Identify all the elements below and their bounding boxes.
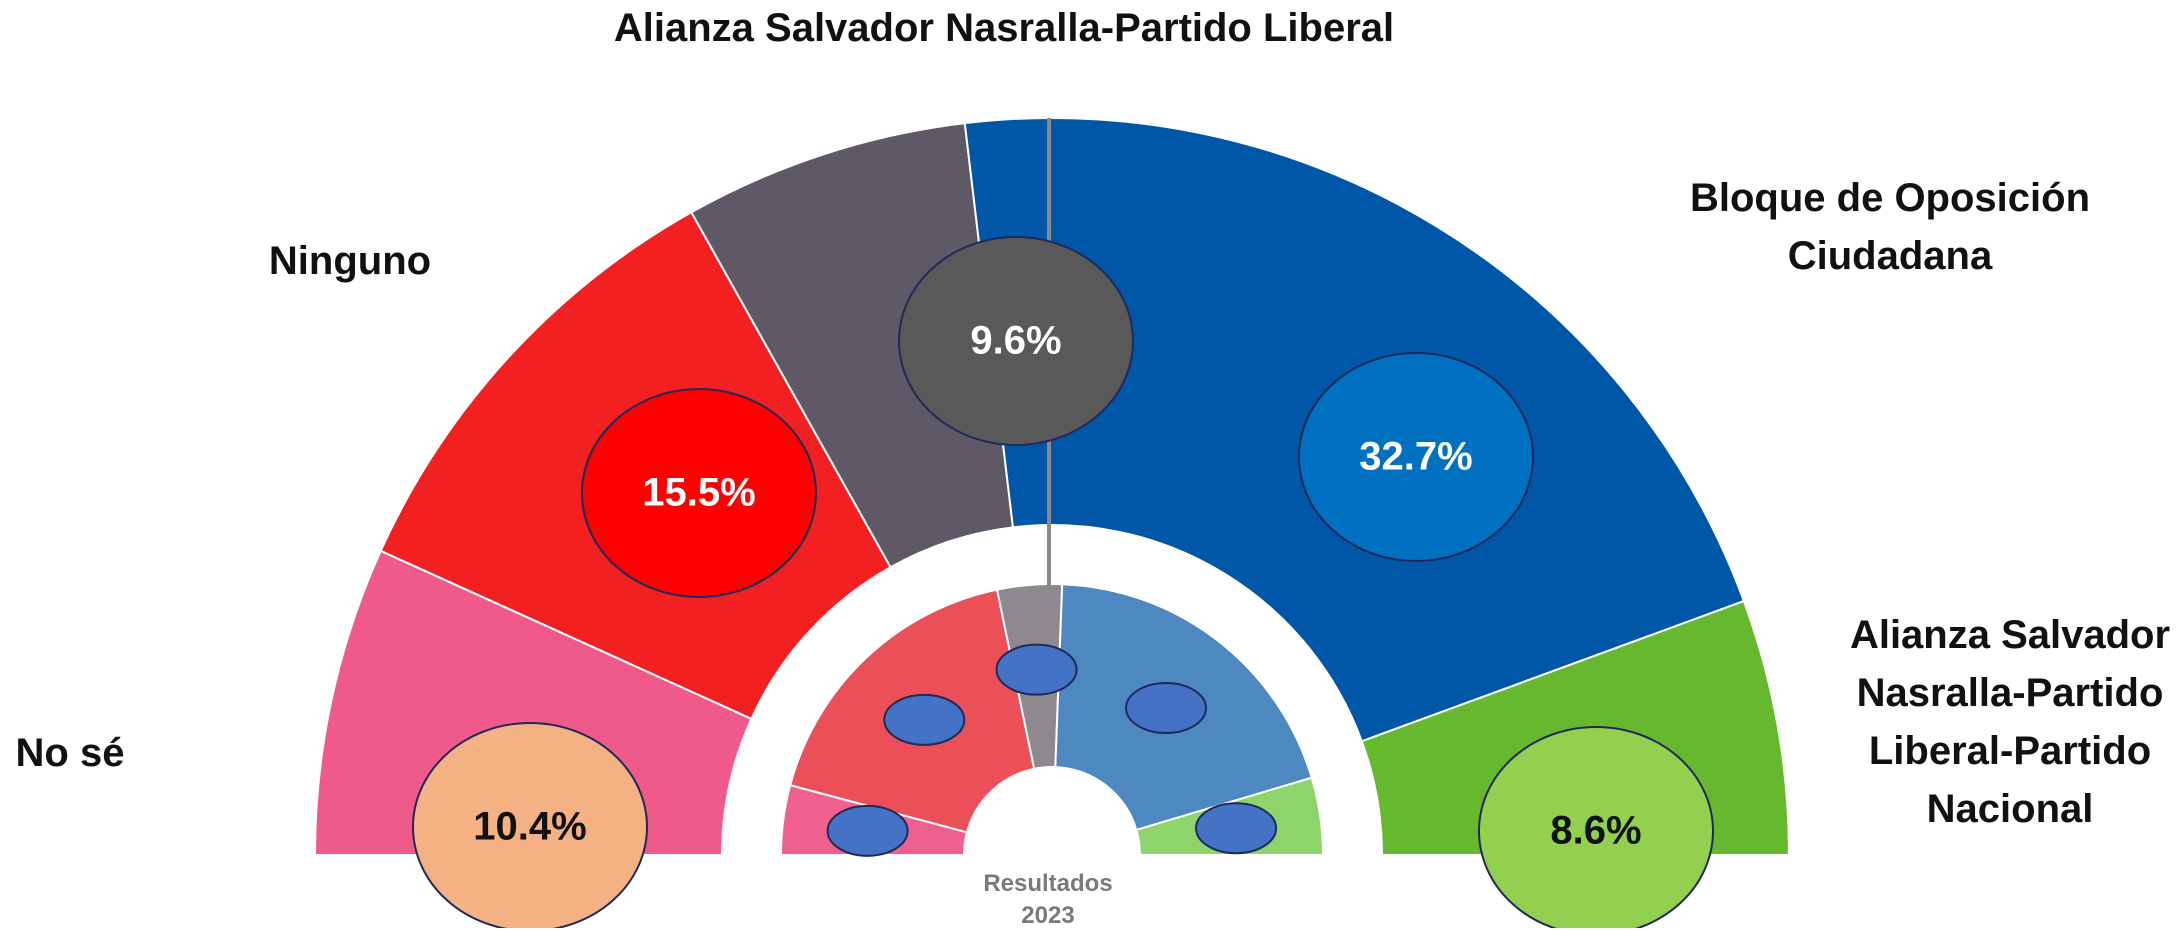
value-label: 8.6%: [1550, 809, 1641, 853]
category-label: Alianza Salvador Nasralla-Partido Libera…: [613, 6, 1395, 50]
value-label: 32.7%: [1359, 435, 1472, 479]
category-label: Alianza Salvador Nasralla-Partido Libera…: [1849, 613, 2171, 831]
value-bubble: [412, 722, 648, 928]
inner-markers: [826, 643, 1278, 857]
value-label: 9.6%: [970, 319, 1061, 363]
value-bubble: [1298, 352, 1534, 562]
category-label: No sé: [15, 731, 125, 775]
value-label: 10.4%: [473, 805, 586, 849]
value-bubble: [1478, 726, 1714, 928]
value-label: 15.5%: [642, 471, 755, 515]
inner-marker: [1195, 802, 1278, 855]
value-bubble: [898, 236, 1134, 446]
inner-marker: [883, 693, 966, 746]
category-label: Bloque de Oposición Ciudadana: [1689, 176, 2091, 278]
inner-marker: [995, 643, 1078, 696]
inner-ring-title: Resultados 2023: [983, 870, 1113, 929]
value-bubbles: 10.4% 15.5% 9.6% 32.7% 8.6%: [412, 236, 1714, 928]
category-label: Ninguno: [268, 239, 432, 283]
value-bubble: [581, 388, 817, 598]
inner-marker: [826, 804, 909, 857]
inner-marker: [1125, 682, 1208, 735]
